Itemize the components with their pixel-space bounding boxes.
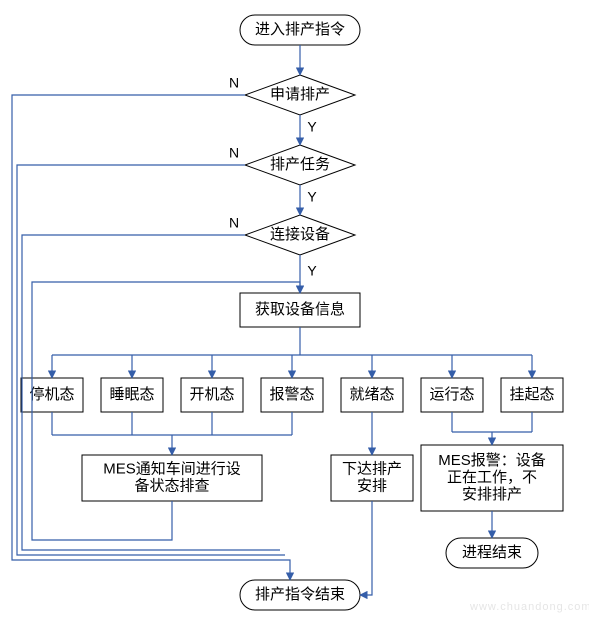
node-p_mes_check-label: 备状态排查 <box>134 477 209 494</box>
node-s7: 挂起态 <box>501 378 563 412</box>
edge-label: Y <box>307 189 317 205</box>
edge-label: Y <box>307 263 317 279</box>
node-p_mes_check: MES通知车间进行设备状态排查 <box>82 455 262 501</box>
edge-label: N <box>229 215 239 231</box>
node-s5-label: 就绪态 <box>349 386 394 403</box>
node-s4: 报警态 <box>261 378 323 412</box>
edge-label: N <box>229 145 239 161</box>
node-p_info-label: 获取设备信息 <box>255 301 345 318</box>
node-s3: 开机态 <box>181 378 243 412</box>
edge-label: Y <box>307 119 317 135</box>
node-s6: 运行态 <box>421 378 483 412</box>
node-p_info: 获取设备信息 <box>240 293 360 327</box>
node-start-label: 进入排产指令 <box>255 21 345 38</box>
node-d2: 排产任务 <box>245 145 355 185</box>
node-s1: 停机态 <box>21 378 83 412</box>
node-p_mes_alarm-label: 安排排产 <box>462 486 522 503</box>
node-start: 进入排产指令 <box>240 15 360 45</box>
node-s4-label: 报警态 <box>269 386 314 403</box>
node-d1-label: 申请排产 <box>270 86 330 103</box>
edge-label: N <box>229 75 239 91</box>
node-end_cmd: 排产指令结束 <box>240 580 360 610</box>
edge <box>12 95 290 580</box>
svg-text:www.chuandong.com: www.chuandong.com <box>469 601 589 613</box>
node-s2-label: 睡眠态 <box>109 386 154 403</box>
node-d3: 连接设备 <box>245 215 355 255</box>
node-end_proc: 进程结束 <box>446 538 538 568</box>
node-d2-label: 排产任务 <box>270 156 330 173</box>
node-p_mes_alarm: MES报警：设备正在工作，不安排排产 <box>421 445 563 511</box>
node-end_proc-label: 进程结束 <box>462 544 522 561</box>
node-s2: 睡眠态 <box>101 378 163 412</box>
node-p_assign-label: 下达排产 <box>342 460 402 477</box>
node-d1: 申请排产 <box>245 75 355 115</box>
node-p_assign-label: 安排 <box>357 477 387 494</box>
node-p_assign: 下达排产安排 <box>331 455 413 501</box>
node-end_cmd-label: 排产指令结束 <box>255 586 345 603</box>
node-d3-label: 连接设备 <box>270 226 330 243</box>
node-p_mes_alarm-label: 正在工作，不 <box>447 469 537 486</box>
node-p_mes_alarm-label: MES报警：设备 <box>438 452 546 469</box>
edge <box>360 501 372 595</box>
node-s6-label: 运行态 <box>429 386 474 403</box>
node-s5: 就绪态 <box>341 378 403 412</box>
node-s3-label: 开机态 <box>189 386 234 403</box>
node-s1-label: 停机态 <box>29 386 74 403</box>
node-s7-label: 挂起态 <box>509 386 554 403</box>
node-p_mes_check-label: MES通知车间进行设 <box>103 460 241 477</box>
